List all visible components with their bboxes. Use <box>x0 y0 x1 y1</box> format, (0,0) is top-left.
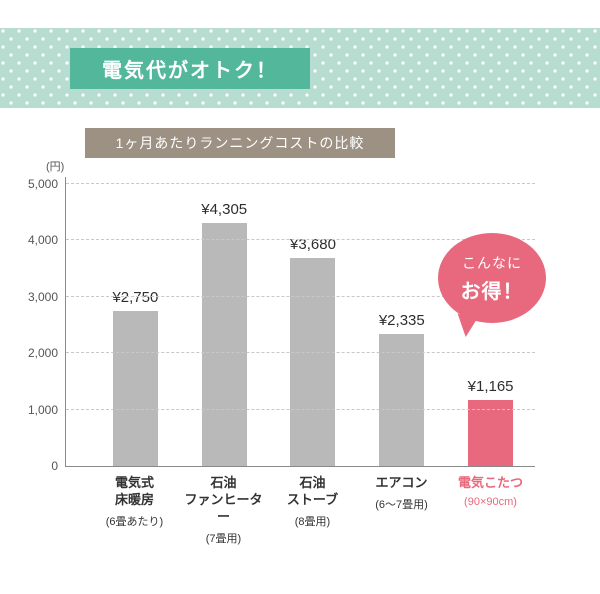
y-tick-label: 2,000 <box>27 346 58 361</box>
bar-highlight <box>468 400 514 466</box>
x-category-label: エアコン (6～7畳用) <box>357 475 446 546</box>
chart-title: 1ヶ月あたりランニングコストの比較 <box>85 128 395 158</box>
bars-row: ¥2,750 ¥4,305 ¥3,680 ¥2,335 ¥1,165 <box>66 177 535 466</box>
bar-slot: ¥4,305 <box>180 177 269 466</box>
x-category-line: 電気こたつ <box>457 475 523 490</box>
x-category-line: 石油 <box>210 475 237 490</box>
x-category-line: 床暖房 <box>114 491 154 507</box>
gridline <box>66 295 535 297</box>
x-category-line: ストーブ <box>286 491 339 507</box>
bubble-text-line1: こんなに <box>462 254 522 271</box>
y-tick-label: 4,000 <box>27 233 58 248</box>
y-tick-label: 0 <box>51 459 58 473</box>
bubble-text-line2: お得！ <box>460 280 524 303</box>
x-category-note: (6～7畳用) <box>375 498 428 511</box>
bar-value-label: ¥1,165 <box>467 378 514 396</box>
bar-value-label: ¥3,680 <box>290 236 336 254</box>
x-category-label: 電気式 床暖房 (6畳あたり) <box>90 475 179 546</box>
x-category-label: 電気こたつ (90×90cm) <box>446 475 535 546</box>
x-category-note: (90×90cm) <box>464 495 517 508</box>
plot-area: ¥2,750 ¥4,305 ¥3,680 ¥2,335 ¥1,165 0 1,000 2,0… <box>28 177 535 473</box>
x-category-line: エアコン <box>375 475 428 490</box>
y-tick-label: 5,000 <box>27 177 58 191</box>
x-category-line: ファンヒーター <box>184 491 263 524</box>
bar-value-label: ¥2,335 <box>378 312 425 330</box>
y-tick-label: 1,000 <box>27 402 58 417</box>
bar-value-label: ¥4,305 <box>201 201 248 219</box>
gridline <box>66 239 535 241</box>
bar <box>201 223 247 466</box>
x-category-note: (8畳用) <box>294 515 331 528</box>
bar-value-label: ¥2,750 <box>112 288 159 306</box>
promo-banner: 電気代がオトク！ <box>0 28 600 108</box>
x-category-line: 電気式 <box>114 475 154 490</box>
gridline <box>66 408 535 410</box>
bar-slot: ¥2,335 <box>357 177 446 466</box>
bar <box>290 258 336 466</box>
x-category-label: 石油 ファンヒーター (7畳用) <box>179 475 268 546</box>
bar-slot: ¥1,165 <box>446 177 535 466</box>
x-category-note: (7畳用) <box>205 532 242 545</box>
savings-bubble: こんなに お得！ <box>438 233 546 339</box>
x-category-label: 石油 ストーブ (8畳用) <box>268 475 357 546</box>
x-category-note: (6畳あたり) <box>105 515 164 528</box>
bar <box>379 334 425 466</box>
x-labels-row: 電気式 床暖房 (6畳あたり) 石油 ファンヒーター (7畳用) 石油 ストーブ (8畳用) エア… <box>65 475 535 546</box>
bar <box>112 310 158 466</box>
bar-slot: ¥3,680 <box>269 177 358 466</box>
bar-slot: ¥2,750 <box>91 177 180 466</box>
gridline <box>66 352 535 354</box>
y-tick-label: 3,000 <box>27 289 58 304</box>
y-axis-unit-label: (円) <box>46 161 65 173</box>
gridline <box>66 183 535 184</box>
banner-title: 電気代がオトク！ <box>70 48 310 89</box>
x-category-line: 石油 <box>299 475 326 490</box>
